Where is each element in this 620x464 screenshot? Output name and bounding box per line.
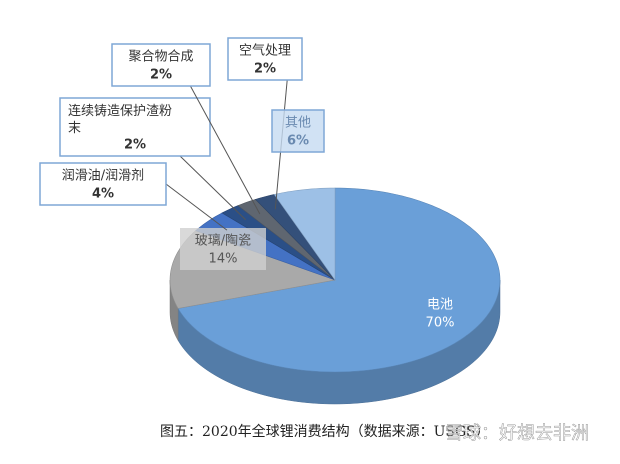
watermark: 雪球：好想去非洲: [445, 423, 589, 444]
category-label: 电池: [427, 298, 453, 313]
callout-box: [227, 37, 303, 81]
leader-line: [189, 85, 261, 215]
value-label: 4%: [92, 187, 114, 202]
value-label: 6%: [287, 134, 309, 149]
callout-box: [180, 228, 266, 270]
category-label-line: 末: [68, 121, 81, 136]
callout-box: [271, 109, 325, 153]
category-label: 聚合物合成: [128, 50, 193, 65]
value-label: 2%: [150, 68, 172, 83]
leader-line: [179, 155, 246, 221]
leader-line: [165, 183, 228, 231]
callout-box: [39, 162, 167, 206]
slice: [177, 187, 501, 373]
chart-title: 图五：2020年全球锂消费结构（数据来源：USGS）: [160, 423, 490, 440]
category-label: 空气处理: [239, 43, 291, 59]
category-label: 其他: [285, 116, 311, 131]
pie: [169, 187, 501, 405]
value-label: 14%: [209, 252, 238, 267]
value-label: 2%: [124, 138, 146, 153]
value-label: 70%: [426, 316, 455, 331]
category-label: 润滑油/润滑剂: [62, 169, 144, 184]
callout-box: [111, 43, 211, 87]
category-label: 玻璃/陶瓷: [195, 233, 251, 249]
slice: [254, 194, 336, 281]
category-label-line: 连续铸造保护渣粉: [68, 103, 172, 119]
callout-box: [59, 97, 211, 157]
slice: [273, 187, 336, 281]
slice: [237, 199, 336, 281]
value-label: 2%: [254, 62, 276, 77]
category-label: 连续铸造保护渣粉末: [68, 103, 172, 136]
slice: [221, 205, 336, 281]
